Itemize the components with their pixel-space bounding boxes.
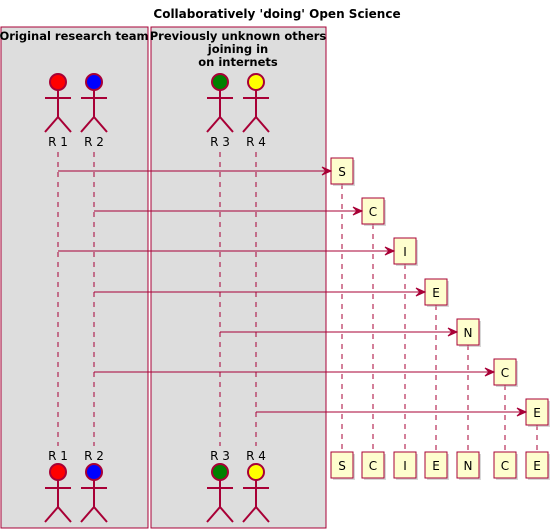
participant-top: C bbox=[493, 358, 518, 387]
message-arrowhead bbox=[484, 367, 496, 377]
actor-box-2 bbox=[150, 26, 327, 529]
message-arrowhead bbox=[415, 287, 427, 297]
actor-head bbox=[49, 463, 67, 481]
actor-body bbox=[44, 90, 72, 133]
participant-label: N bbox=[464, 459, 473, 473]
message-arrow bbox=[94, 287, 427, 297]
actor-head bbox=[85, 463, 103, 481]
participant-label: N bbox=[464, 326, 473, 340]
actor-body bbox=[206, 90, 234, 133]
message-arrow bbox=[58, 166, 333, 176]
participant-box bbox=[330, 451, 354, 479]
participant-label: E bbox=[432, 286, 440, 300]
participant-bottom: E bbox=[525, 451, 550, 480]
message-arrow bbox=[94, 367, 496, 377]
participant-top: E bbox=[525, 398, 550, 427]
actor-body bbox=[242, 90, 270, 133]
participant-box bbox=[424, 451, 448, 479]
actor-top-1 bbox=[44, 73, 72, 133]
actor-head bbox=[247, 73, 265, 91]
actor-body bbox=[44, 480, 72, 523]
participant-top: C bbox=[361, 197, 386, 226]
actor-head bbox=[211, 463, 229, 481]
participant-label: C bbox=[369, 459, 377, 473]
actor-label-bottom: R 4 bbox=[246, 449, 266, 463]
message-arrow bbox=[58, 246, 396, 256]
actor-head bbox=[211, 73, 229, 91]
participant-label: C bbox=[501, 459, 509, 473]
message-arrow bbox=[256, 407, 528, 417]
participant-label: E bbox=[533, 459, 541, 473]
message-arrowhead bbox=[352, 206, 364, 216]
actor-label-bottom: R 2 bbox=[84, 449, 104, 463]
actor-body bbox=[206, 480, 234, 523]
participant-box bbox=[456, 451, 480, 479]
actor-body bbox=[242, 480, 270, 523]
actor-top-3 bbox=[206, 73, 234, 133]
message-arrowhead bbox=[321, 166, 333, 176]
message-arrowhead bbox=[516, 407, 528, 417]
participant-top: I bbox=[393, 237, 418, 266]
participant-box bbox=[361, 451, 385, 479]
message-arrowhead bbox=[447, 327, 459, 337]
participant-top: N bbox=[456, 318, 481, 347]
participant-bottom: C bbox=[493, 451, 518, 480]
diagram-title: Collaboratively 'doing' Open Science bbox=[153, 7, 400, 21]
participant-label: E bbox=[533, 406, 541, 420]
actor-head bbox=[85, 73, 103, 91]
box-title-line: on internets bbox=[198, 55, 278, 69]
participant-bottom: E bbox=[424, 451, 449, 480]
participant-box bbox=[393, 451, 417, 479]
participant-label: S bbox=[338, 459, 346, 473]
actor-top-4 bbox=[242, 73, 270, 133]
participant-label: I bbox=[403, 459, 407, 473]
actor-body bbox=[80, 90, 108, 133]
participant-box bbox=[525, 451, 549, 479]
participant-top: S bbox=[330, 157, 355, 186]
actor-body bbox=[80, 480, 108, 523]
actor-bottom-4 bbox=[242, 463, 270, 523]
box-title-line: Original research team bbox=[0, 29, 149, 43]
participant-label: E bbox=[432, 459, 440, 473]
actor-bottom-3 bbox=[206, 463, 234, 523]
actor-label-top: R 1 bbox=[48, 135, 68, 149]
actor-head bbox=[49, 73, 67, 91]
box-title-line: joining in bbox=[207, 42, 268, 56]
participant-box bbox=[493, 451, 517, 479]
actor-head bbox=[247, 463, 265, 481]
participant-bottom: C bbox=[361, 451, 386, 480]
actor-label-bottom: R 1 bbox=[48, 449, 68, 463]
participant-bottom: S bbox=[330, 451, 355, 480]
participant-label: S bbox=[338, 165, 346, 179]
participant-label: C bbox=[501, 366, 509, 380]
actor-label-top: R 2 bbox=[84, 135, 104, 149]
message-arrow bbox=[94, 206, 364, 216]
actor-label-top: R 3 bbox=[210, 135, 230, 149]
actor-label-top: R 4 bbox=[246, 135, 266, 149]
actor-label-bottom: R 3 bbox=[210, 449, 230, 463]
actor-bottom-1 bbox=[44, 463, 72, 523]
actor-box-1 bbox=[0, 26, 149, 529]
participant-label: C bbox=[369, 205, 377, 219]
box-title-line: Previously unknown others bbox=[150, 29, 327, 43]
participant-top: E bbox=[424, 278, 449, 307]
actor-bottom-2 bbox=[80, 463, 108, 523]
participant-bottom: N bbox=[456, 451, 481, 480]
participant-label: I bbox=[403, 245, 407, 259]
participant-bottom: I bbox=[393, 451, 418, 480]
message-arrowhead bbox=[384, 246, 396, 256]
message-arrow bbox=[220, 327, 459, 337]
actor-top-2 bbox=[80, 73, 108, 133]
